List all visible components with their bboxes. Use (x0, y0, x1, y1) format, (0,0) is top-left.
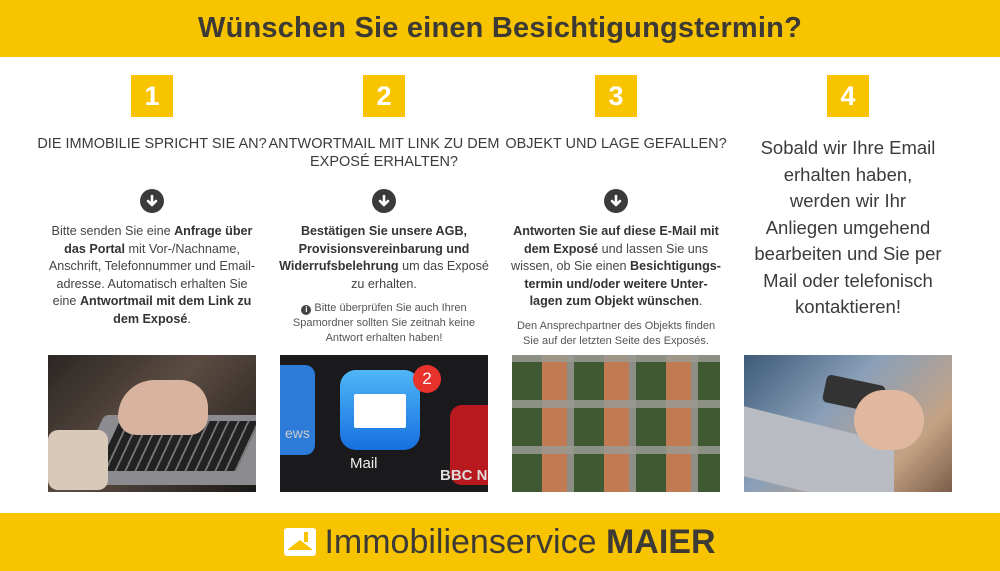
arrow-down-circle-icon (140, 189, 164, 213)
note-text: Bitte überprüfen Sie auch Ihren Spamordn… (292, 302, 476, 344)
step-3: 3 Objekt und Lage gefallen? Antworten Si… (500, 75, 732, 349)
bbc-label: BBC N (440, 467, 488, 484)
phone-laptop-photo (744, 355, 952, 492)
emphasis-text: Antwortmail mit dem Link zu dem Exposé (79, 294, 252, 326)
body-text: Bitte senden Sie eine (51, 224, 175, 238)
step-heading: Die Immobilie spricht Sie an? (37, 136, 267, 152)
laptop-typing-photo (48, 355, 256, 492)
step-heading: Antwortmail mit Link zu dem Exposé erhal… (268, 136, 500, 170)
step-body: Bitte senden Sie eine Anfrage über das P… (36, 223, 268, 328)
step-body: Antworten Sie auf diese E-Mail mit dem E… (500, 223, 732, 311)
news-label: ews (285, 425, 310, 441)
emphasis-text: Anfrage über das Portal (64, 224, 253, 256)
step-text: Sobald wir Ihre Email erhalten haben, we… (754, 137, 942, 317)
aerial-houses-photo (512, 355, 720, 492)
footer-brand: Immobilienservice MAIER (0, 513, 1000, 571)
body-text: . (187, 311, 191, 326)
body-text: mit Vor-/Nachname, Anschrift, Telefonnum… (48, 241, 256, 309)
notification-badge: 2 (413, 365, 441, 393)
arrow-down-circle-icon (604, 189, 628, 213)
mail-app-icon (340, 370, 420, 450)
step-number: 4 (827, 75, 869, 117)
body-text: und lassen Sie uns wissen, ob Sie einen (511, 241, 709, 274)
step-1: 1 Die Immobilie spricht Sie an? Bitte se… (36, 75, 268, 328)
mail-label: Mail (350, 455, 378, 472)
step-2: 2 Antwortmail mit Link zu dem Exposé erh… (268, 75, 500, 346)
page-title: Wünschen Sie einen Besichtigungstermin? (198, 12, 802, 44)
brand-name: Immobilienservice MAIER (324, 522, 716, 561)
body-text: um das Exposé zu erhalten. (351, 259, 489, 291)
step-note: i Bitte überprüfen Sie auch Ihren Spamor… (268, 301, 500, 346)
mail-app-photo: ews 2 Mail BBC N (280, 355, 488, 492)
emphasis-text: Bestätigen Sie unsere AGB, Provisionsver… (279, 224, 470, 273)
info-icon: i (301, 305, 312, 315)
arrow-down-circle-icon (372, 189, 396, 213)
emphasis-text: Besichtigungs-termin und/oder weitere Un… (524, 259, 721, 308)
step-body: Bestätigen Sie unsere AGB, Provisionsver… (268, 223, 500, 293)
step-number: 1 (131, 75, 173, 117)
body-text: . (698, 294, 703, 308)
step-note: Den Ansprechpartner des Objekts finden S… (516, 319, 716, 347)
step-4: 4 Sobald wir Ihre Email erhalten haben, … (732, 75, 964, 321)
emphasis-text: Antworten Sie auf diese E-Mail mit dem E… (513, 224, 719, 256)
step-heading: Objekt und Lage gefallen? (505, 136, 727, 152)
step-number: 3 (595, 75, 637, 117)
step-number: 2 (363, 75, 405, 117)
title-banner: Wünschen Sie einen Besichtigungstermin? (0, 0, 1000, 57)
house-logo-icon (284, 528, 317, 556)
